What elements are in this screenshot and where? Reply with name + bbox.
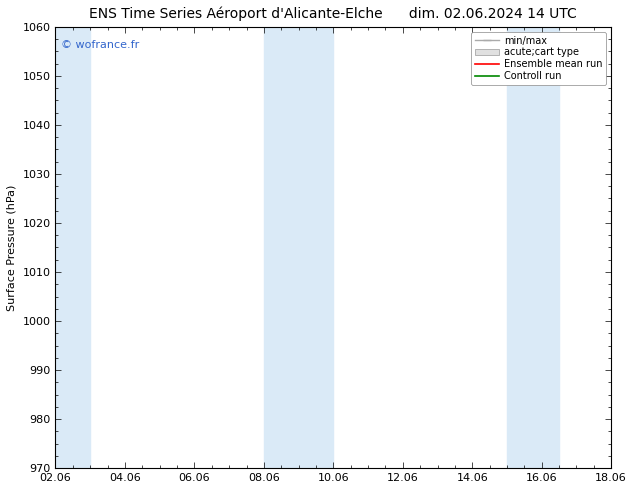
Text: © wofrance.fr: © wofrance.fr: [61, 40, 139, 50]
Legend: min/max, acute;cart type, Ensemble mean run, Controll run: min/max, acute;cart type, Ensemble mean …: [471, 32, 606, 85]
Y-axis label: Surface Pressure (hPa): Surface Pressure (hPa): [7, 184, 17, 311]
Title: ENS Time Series Aéroport d'Alicante-Elche      dim. 02.06.2024 14 UTC: ENS Time Series Aéroport d'Alicante-Elch…: [89, 7, 577, 22]
Bar: [264, 27, 333, 468]
Bar: [507, 27, 559, 468]
Bar: [56, 27, 90, 468]
